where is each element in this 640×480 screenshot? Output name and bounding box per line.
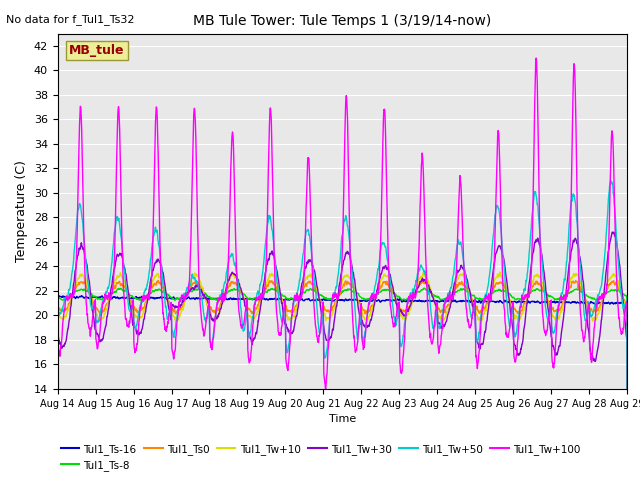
Tul1_Ts0	[212, 309, 220, 314]
Tul1_Tw+100	[623, 322, 631, 328]
Tul1_Ts-16	[54, 399, 61, 405]
Legend: Tul1_Ts-16, Tul1_Ts-8, Tul1_Ts0, Tul1_Tw+10, Tul1_Tw+30, Tul1_Tw+50, Tul1_Tw+100: Tul1_Ts-16, Tul1_Ts-8, Tul1_Ts0, Tul1_Tw…	[56, 439, 584, 475]
Line: Tul1_Ts0: Tul1_Ts0	[58, 280, 627, 392]
Tul1_Ts-8	[359, 296, 367, 301]
Title: MB Tule Tower: Tule Temps 1 (3/19/14-now): MB Tule Tower: Tule Temps 1 (3/19/14-now…	[193, 14, 492, 28]
Tul1_Tw+50	[607, 178, 614, 183]
Tul1_Ts-16	[508, 299, 516, 305]
Tul1_Tw+30	[54, 406, 61, 412]
Line: Tul1_Ts-8: Tul1_Ts-8	[58, 288, 627, 403]
Tul1_Tw+30	[359, 321, 367, 326]
Tul1_Tw+10	[359, 313, 367, 319]
Tul1_Tw+50	[589, 312, 596, 317]
Text: MB_tule: MB_tule	[69, 44, 125, 57]
Line: Tul1_Tw+50: Tul1_Tw+50	[58, 180, 627, 396]
Tul1_Tw+30	[623, 410, 631, 416]
Tul1_Tw+30	[573, 240, 580, 246]
Tul1_Tw+100	[359, 341, 367, 347]
Tul1_Tw+50	[573, 217, 580, 223]
Tul1_Ts-16	[55, 293, 63, 299]
Tul1_Ts0	[623, 389, 631, 395]
Tul1_Ts0	[359, 307, 367, 313]
Line: Tul1_Tw+10: Tul1_Tw+10	[58, 272, 627, 396]
Tul1_Ts-8	[371, 292, 379, 298]
Line: Tul1_Tw+30: Tul1_Tw+30	[58, 232, 627, 413]
Text: No data for f_Tul1_Ts32: No data for f_Tul1_Ts32	[6, 14, 135, 25]
Tul1_Tw+30	[212, 315, 220, 321]
Tul1_Tw+50	[508, 309, 516, 315]
Tul1_Ts-8	[623, 399, 631, 405]
Tul1_Tw+10	[508, 307, 516, 313]
Tul1_Tw+100	[589, 341, 596, 347]
Tul1_Ts-8	[573, 287, 581, 292]
Tul1_Ts-8	[54, 400, 61, 406]
Line: Tul1_Tw+100: Tul1_Tw+100	[58, 58, 627, 452]
Tul1_Ts0	[419, 277, 426, 283]
Tul1_Ts-8	[589, 296, 596, 302]
Tul1_Tw+100	[371, 294, 379, 300]
Tul1_Tw+10	[573, 273, 581, 278]
Tul1_Tw+10	[212, 316, 220, 322]
Line: Tul1_Ts-16: Tul1_Ts-16	[58, 296, 627, 408]
Tul1_Tw+50	[359, 335, 367, 341]
Tul1_Tw+30	[371, 297, 379, 302]
Tul1_Tw+100	[573, 193, 581, 199]
Tul1_Ts-8	[212, 297, 220, 303]
Tul1_Ts-16	[623, 406, 631, 411]
Tul1_Tw+100	[508, 304, 516, 310]
Tul1_Tw+50	[212, 305, 220, 311]
Tul1_Ts-16	[372, 298, 380, 304]
Tul1_Tw+50	[54, 393, 61, 398]
Tul1_Ts0	[589, 310, 596, 315]
Tul1_Tw+30	[589, 354, 596, 360]
Tul1_Tw+30	[609, 229, 617, 235]
Tul1_Ts-16	[213, 296, 221, 301]
Tul1_Tw+10	[371, 298, 379, 303]
Tul1_Tw+10	[54, 393, 61, 399]
Tul1_Ts-8	[508, 295, 516, 300]
Tul1_Tw+10	[589, 318, 596, 324]
Tul1_Ts0	[54, 387, 61, 393]
Tul1_Tw+50	[371, 283, 379, 288]
Tul1_Ts-8	[420, 285, 428, 291]
Tul1_Tw+100	[212, 305, 220, 311]
Tul1_Ts0	[371, 296, 379, 302]
Tul1_Ts0	[508, 302, 516, 308]
Tul1_Ts-16	[573, 300, 581, 305]
Tul1_Tw+50	[623, 388, 631, 394]
Tul1_Tw+10	[623, 390, 631, 396]
Tul1_Ts0	[573, 279, 581, 285]
Y-axis label: Temperature (C): Temperature (C)	[15, 160, 28, 262]
Tul1_Ts-16	[359, 298, 367, 303]
Tul1_Ts-16	[589, 300, 596, 305]
Tul1_Tw+100	[54, 449, 61, 455]
Tul1_Tw+10	[496, 269, 504, 275]
Tul1_Tw+30	[508, 319, 516, 324]
X-axis label: Time: Time	[329, 414, 356, 424]
Tul1_Tw+100	[532, 55, 540, 61]
